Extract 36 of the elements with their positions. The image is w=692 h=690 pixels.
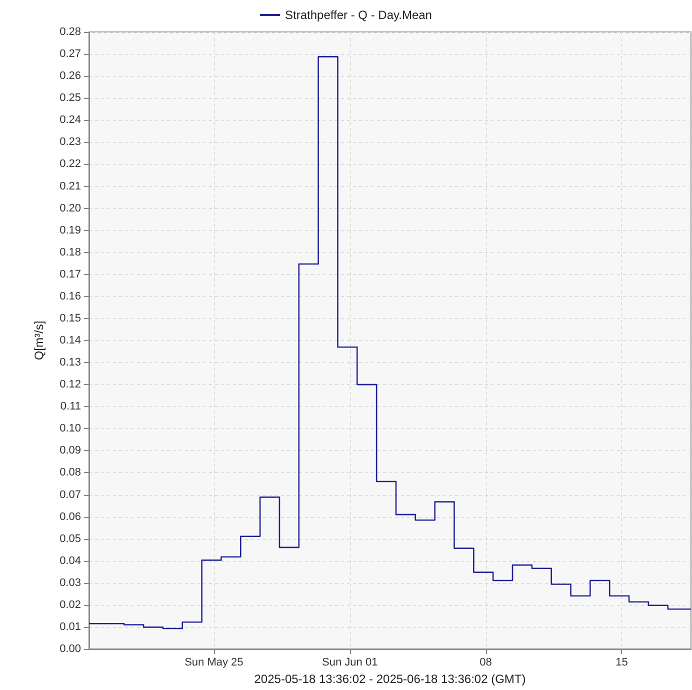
y-tick-label: 0.19: [60, 224, 81, 236]
y-tick-label: 0.02: [60, 598, 81, 611]
y-tick-label: 0.26: [60, 70, 81, 82]
y-tick-label: 0.22: [60, 158, 81, 170]
y-tick-label: 0.07: [60, 488, 81, 501]
y-axis-title: Q[m³/s]: [32, 320, 46, 360]
y-tick-label: 0.11: [60, 400, 81, 413]
legend-label: Strathpeffer - Q - Day.Mean: [285, 8, 432, 22]
y-tick-label: 0.10: [60, 422, 81, 435]
y-tick-label: 0.00: [60, 643, 81, 655]
y-tick-label: 0.03: [60, 576, 81, 589]
y-tick-label: 0.16: [60, 290, 81, 302]
x-axis-title: 2025-05-18 13:36:02 - 2025-06-18 13:36:02 (GMT): [254, 672, 526, 686]
y-tick-label: 0.13: [60, 356, 81, 369]
y-tick-label: 0.14: [60, 334, 81, 346]
y-tick-label: 0.09: [60, 444, 81, 457]
y-tick-label: 0.23: [60, 136, 81, 148]
y-tick-label: 0.04: [60, 554, 81, 567]
y-tick-label: 0.18: [60, 246, 81, 258]
y-tick-label: 0.25: [60, 92, 81, 104]
y-tick-label: 0.05: [60, 532, 81, 545]
y-tick-label: 0.12: [60, 378, 81, 391]
y-tick-label: 0.08: [60, 466, 81, 479]
x-tick-label: 08: [480, 656, 492, 668]
y-tick-label: 0.20: [60, 202, 81, 214]
y-tick-label: 0.28: [60, 26, 81, 38]
y-tick-label: 0.06: [60, 510, 81, 523]
y-tick-label: 0.24: [60, 114, 81, 126]
y-tick-label: 0.15: [60, 312, 81, 324]
x-tick-label: Sun May 25: [184, 656, 244, 668]
y-tick-label: 0.17: [60, 268, 81, 280]
y-tick-label: 0.01: [60, 620, 81, 633]
x-tick-label: 15: [616, 656, 628, 668]
y-tick-label: 0.27: [60, 48, 81, 60]
y-tick-label: 0.21: [60, 180, 81, 192]
x-tick-label: Sun Jun 01: [322, 656, 378, 668]
